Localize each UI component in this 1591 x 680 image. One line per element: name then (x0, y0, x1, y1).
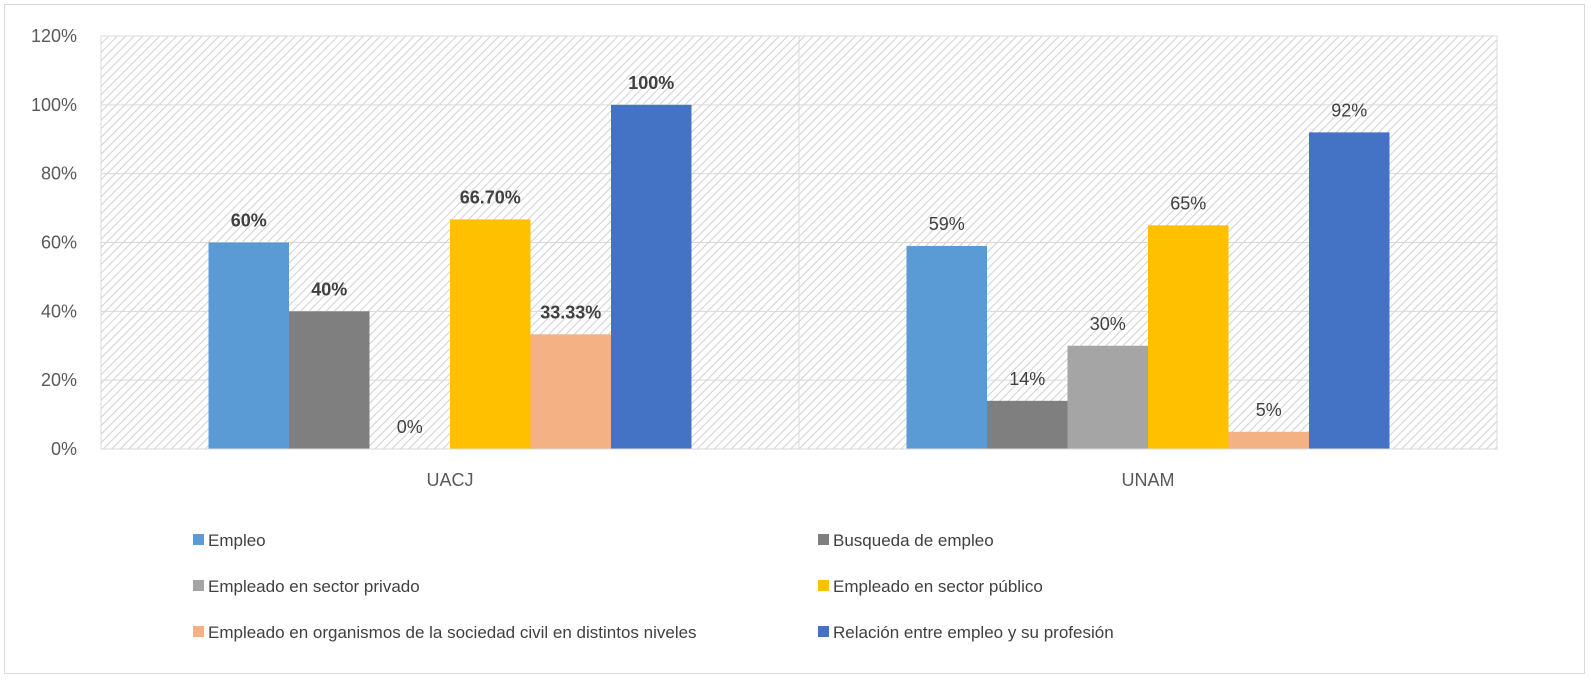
y-tick-label: 120% (31, 26, 77, 46)
bar (450, 219, 531, 449)
bar (1067, 345, 1148, 449)
legend-label: Busqueda de empleo (833, 531, 994, 550)
y-tick-label: 40% (41, 301, 77, 321)
legend-swatch (818, 534, 829, 545)
bar (289, 311, 370, 449)
data-label: 30% (1090, 314, 1126, 334)
bar (1148, 225, 1229, 449)
legend-label: Empleo (208, 531, 266, 550)
legend-swatch (193, 580, 204, 591)
legend-label: Relación entre empleo y su profesión (833, 623, 1114, 642)
data-label: 40% (311, 279, 347, 299)
bar (1228, 431, 1309, 449)
legend-label: Empleado en organismos de la sociedad ci… (208, 623, 697, 642)
data-label: 66.70% (460, 187, 521, 207)
bar (1309, 132, 1390, 449)
bar (906, 245, 987, 449)
data-label: 33.33% (540, 302, 601, 322)
x-category-label: UACJ (426, 470, 473, 490)
data-label: 92% (1331, 100, 1367, 120)
legend-item: Empleado en sector público (818, 577, 1043, 596)
y-tick-label: 0% (51, 439, 77, 459)
legend-item: Empleado en organismos de la sociedad ci… (193, 623, 697, 642)
data-label: 0% (397, 417, 423, 437)
legend-item: Empleado en sector privado (193, 577, 420, 596)
legend-swatch (818, 580, 829, 591)
data-label: 14% (1009, 369, 1045, 389)
y-tick-label: 60% (41, 233, 77, 253)
bar (530, 334, 611, 449)
x-category-label: UNAM (1122, 470, 1175, 490)
legend-item: Empleo (193, 531, 266, 550)
y-tick-label: 20% (41, 370, 77, 390)
legend-item: Busqueda de empleo (818, 531, 994, 550)
bar (987, 400, 1068, 449)
data-label: 65% (1170, 193, 1206, 213)
legend-item: Relación entre empleo y su profesión (818, 623, 1114, 642)
legend-label: Empleado en sector privado (208, 577, 420, 596)
bar (611, 104, 692, 449)
y-tick-label: 100% (31, 95, 77, 115)
data-label: 100% (628, 73, 674, 93)
data-label: 60% (231, 211, 267, 231)
legend-label: Empleado en sector público (833, 577, 1043, 596)
bar (208, 242, 289, 449)
data-label: 59% (929, 214, 965, 234)
legend-swatch (193, 534, 204, 545)
y-tick-label: 80% (41, 164, 77, 184)
legend-swatch (193, 626, 204, 637)
legend-swatch (818, 626, 829, 637)
data-label: 5% (1256, 400, 1282, 420)
